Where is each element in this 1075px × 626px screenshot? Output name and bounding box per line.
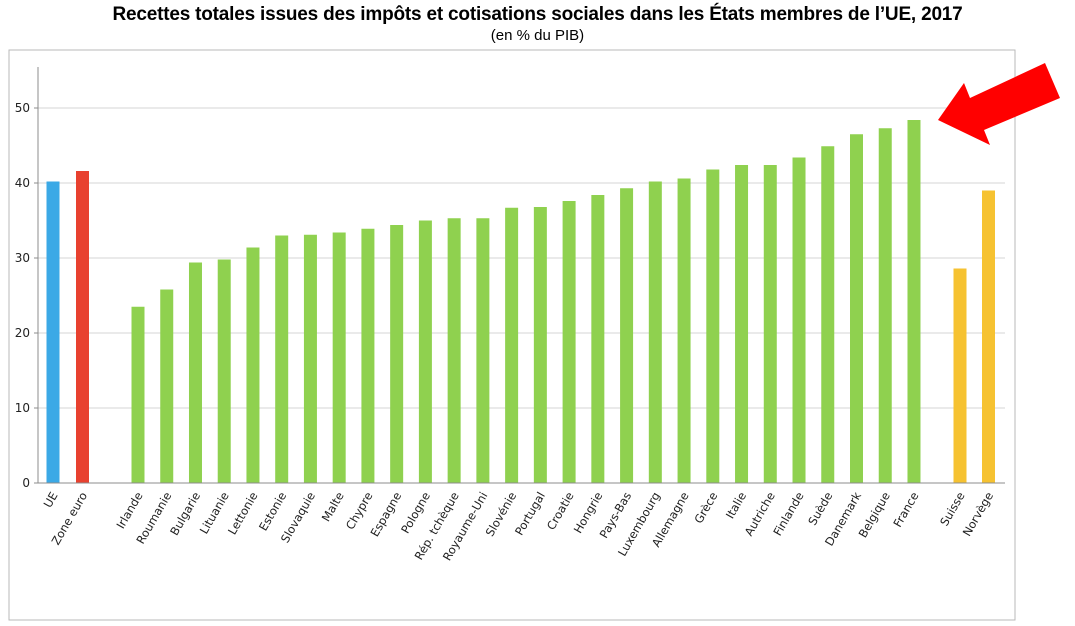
bar bbox=[303, 234, 317, 483]
bar bbox=[418, 220, 432, 483]
bar bbox=[160, 289, 174, 483]
bar bbox=[131, 306, 145, 483]
bar bbox=[361, 228, 375, 483]
y-tick-label: 30 bbox=[15, 251, 30, 265]
bar bbox=[735, 165, 749, 483]
bar bbox=[648, 181, 662, 483]
bar bbox=[907, 120, 921, 483]
bar bbox=[76, 171, 89, 483]
bar bbox=[447, 218, 461, 483]
chart-title: Recettes totales issues des impôts et co… bbox=[112, 4, 963, 25]
red-arrow-icon bbox=[938, 63, 1060, 145]
bars bbox=[46, 120, 995, 483]
bar bbox=[533, 207, 547, 483]
bar bbox=[878, 128, 892, 483]
y-tick-label: 40 bbox=[15, 176, 30, 190]
bar bbox=[332, 232, 346, 483]
y-tick-label: 10 bbox=[15, 401, 30, 415]
bar bbox=[505, 207, 519, 483]
bar bbox=[476, 218, 490, 483]
bar bbox=[821, 146, 835, 483]
y-tick-label: 50 bbox=[15, 101, 30, 115]
bar bbox=[953, 268, 967, 483]
bar bbox=[982, 190, 995, 483]
y-axis-ticks: 0 10 20 30 40 50 bbox=[15, 101, 38, 490]
bar bbox=[850, 134, 863, 483]
x-tick-label: UE bbox=[41, 490, 61, 511]
bar bbox=[246, 247, 260, 483]
bar bbox=[390, 225, 404, 483]
bar bbox=[706, 169, 720, 483]
y-tick-label: 20 bbox=[15, 326, 30, 340]
bar bbox=[763, 165, 777, 483]
bar bbox=[188, 262, 202, 483]
bar bbox=[677, 178, 691, 483]
bar bbox=[562, 201, 576, 483]
bar bbox=[591, 195, 605, 483]
chart-subtitle: (en % du PIB) bbox=[490, 27, 585, 44]
bar bbox=[275, 235, 289, 483]
bar bbox=[792, 157, 806, 483]
bar bbox=[620, 188, 634, 483]
bar bbox=[46, 181, 60, 483]
y-tick-label: 0 bbox=[22, 476, 30, 490]
bar bbox=[217, 259, 231, 483]
